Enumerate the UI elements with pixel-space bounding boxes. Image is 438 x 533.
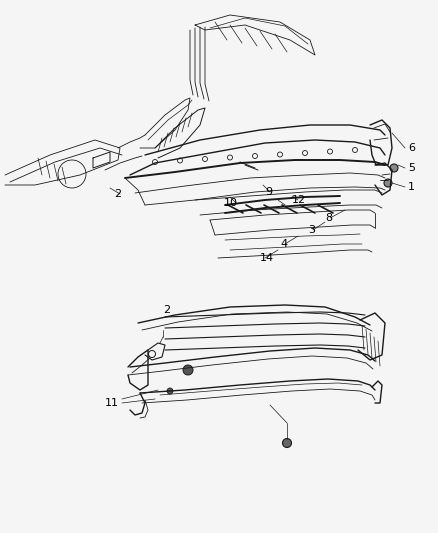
Text: 5: 5	[408, 163, 415, 173]
Circle shape	[283, 439, 292, 448]
Circle shape	[167, 388, 173, 394]
Text: 9: 9	[265, 187, 272, 197]
Circle shape	[384, 179, 392, 187]
Text: 3: 3	[308, 225, 315, 235]
Circle shape	[183, 365, 193, 375]
Circle shape	[390, 164, 398, 172]
Text: 4: 4	[280, 239, 287, 249]
Text: 2: 2	[114, 189, 121, 199]
Text: 12: 12	[292, 195, 306, 205]
Text: 6: 6	[408, 143, 415, 153]
Text: 10: 10	[224, 198, 238, 208]
Text: 2: 2	[163, 305, 170, 315]
Text: 8: 8	[325, 213, 332, 223]
Text: 1: 1	[408, 182, 415, 192]
Text: 14: 14	[260, 253, 274, 263]
Text: 11: 11	[105, 398, 119, 408]
